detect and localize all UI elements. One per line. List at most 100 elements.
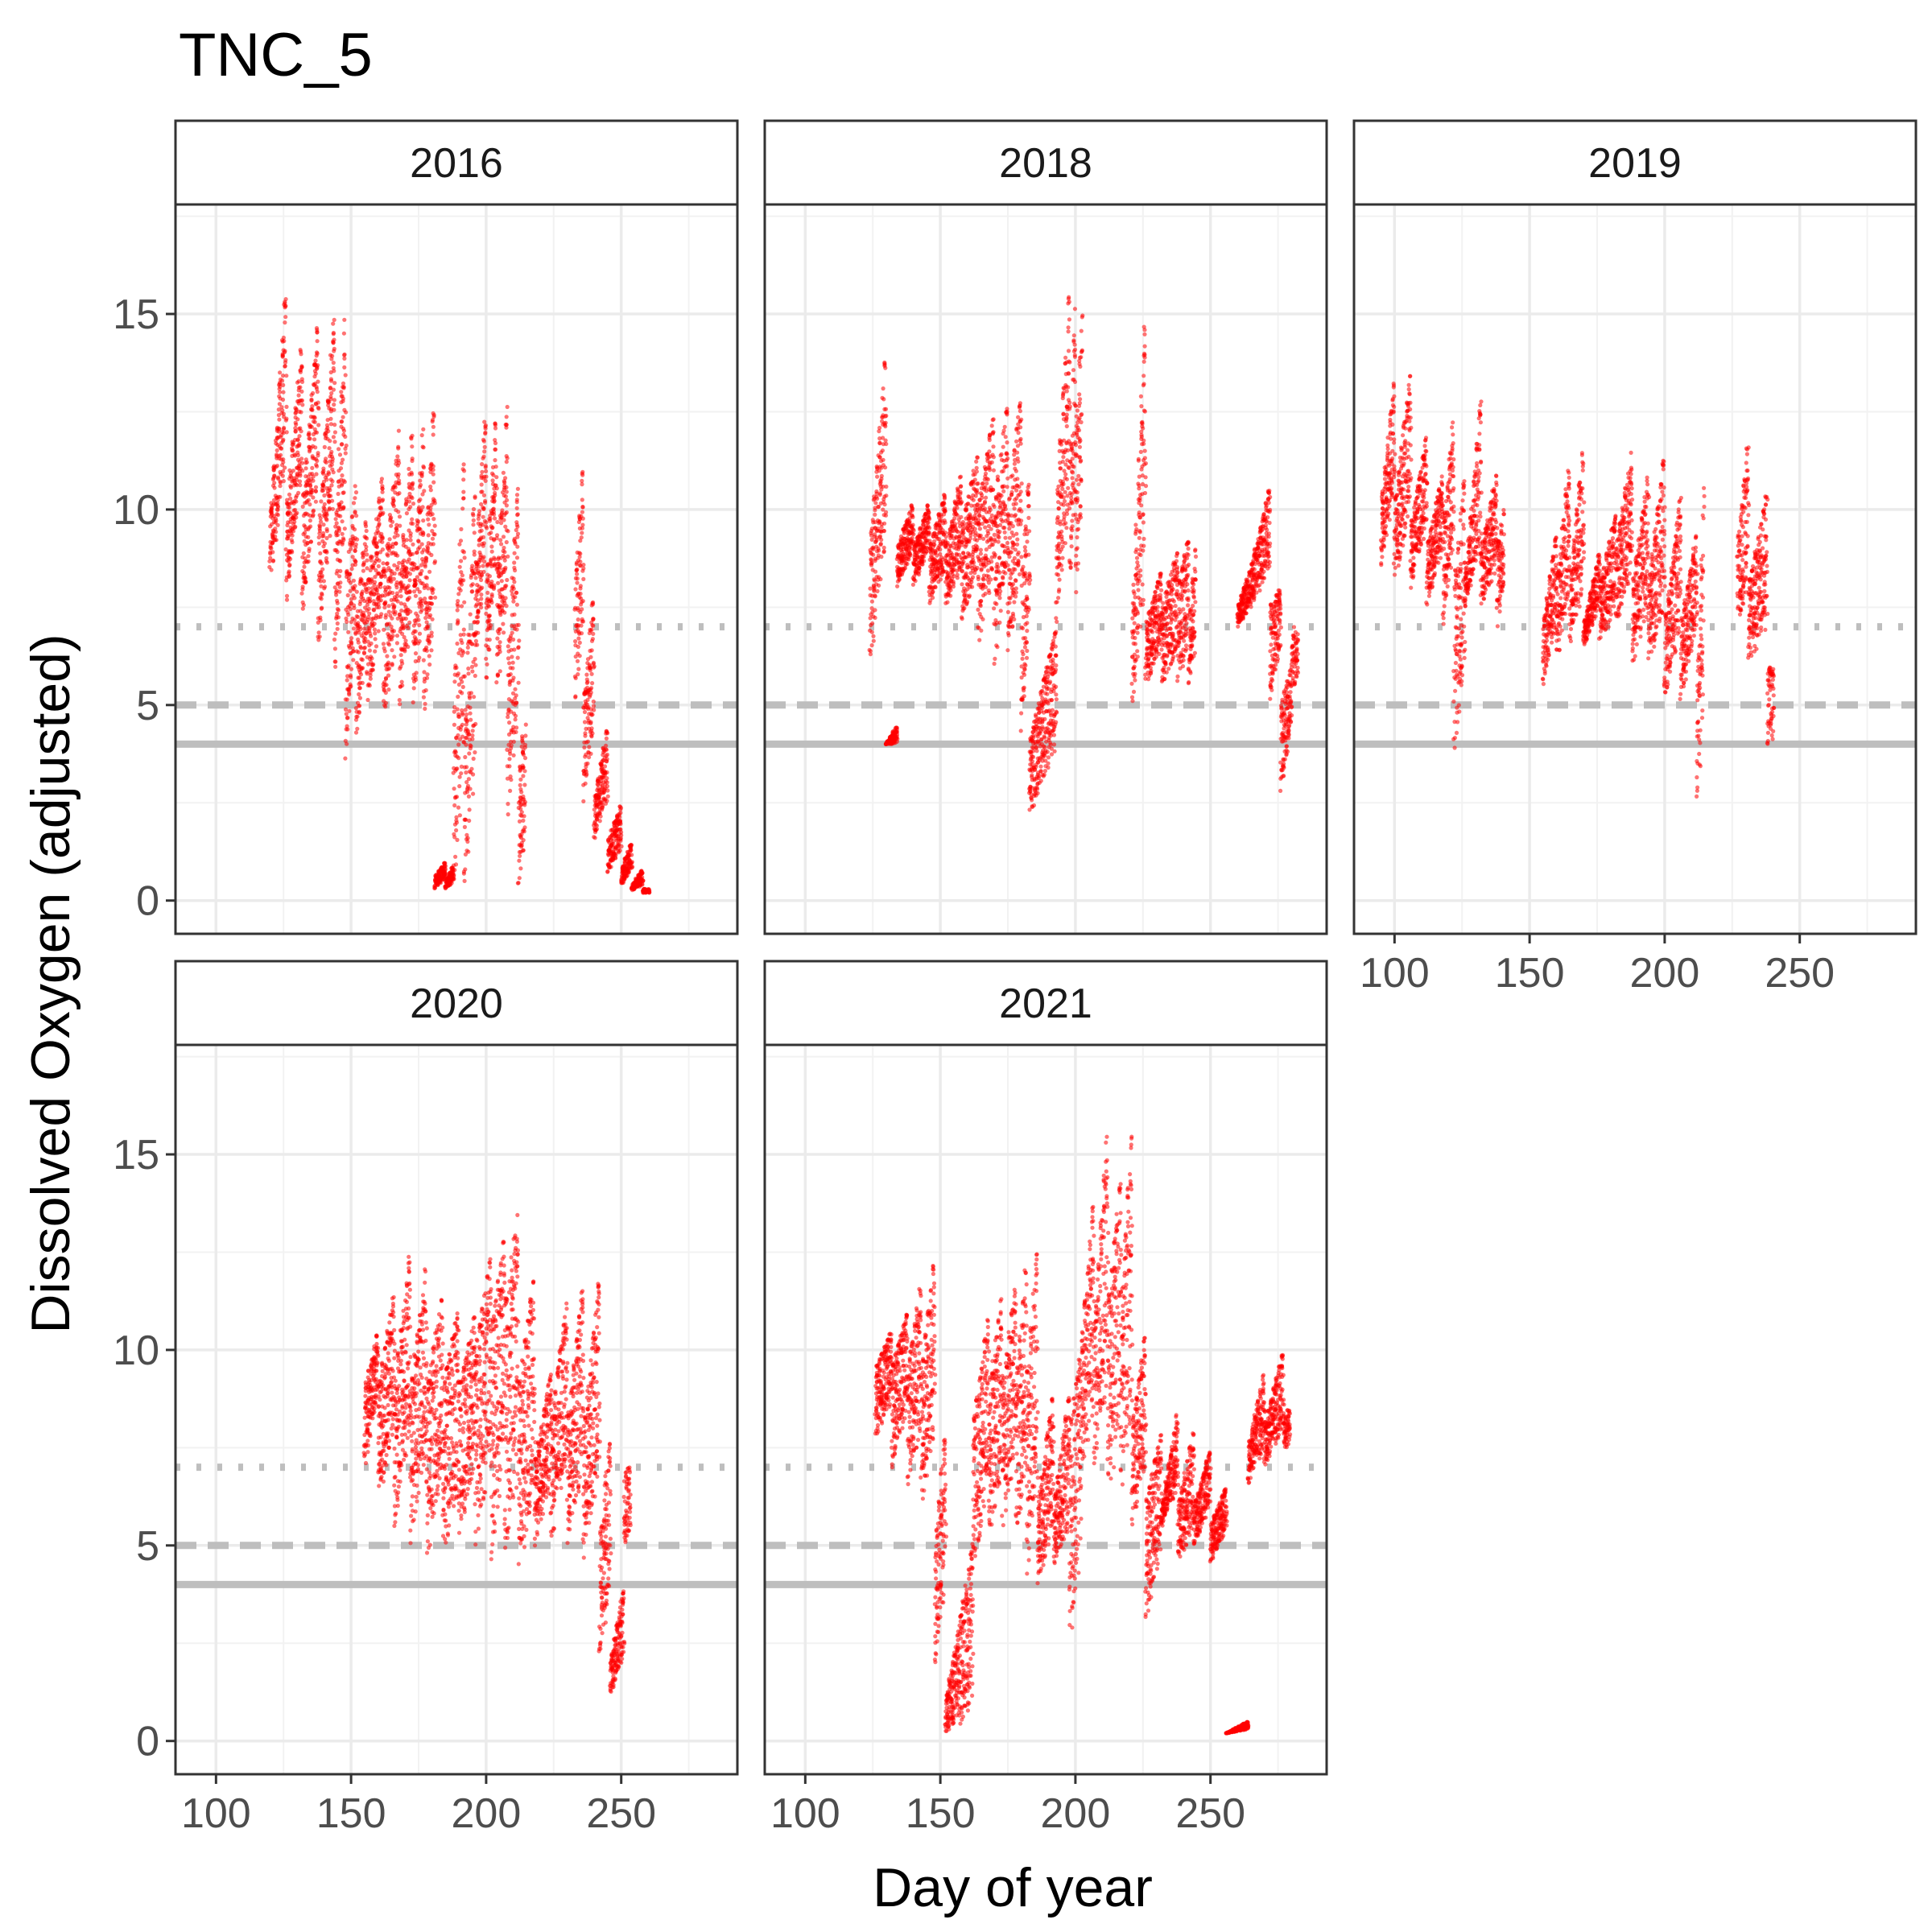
data-point [284,593,290,598]
data-point [579,623,584,628]
data-point [397,560,402,565]
data-point [507,661,512,666]
data-point [943,509,947,514]
data-point [497,650,502,654]
data-point [879,473,884,479]
data-point [338,559,343,564]
data-point [452,679,457,684]
data-point [328,397,333,402]
data-point [353,548,357,554]
data-point [481,493,487,497]
data-point [349,636,354,641]
data-point [899,572,905,577]
data-point [429,596,434,601]
data-point [287,468,292,473]
data-point [471,522,476,527]
data-point [364,528,369,534]
data-point [462,469,467,473]
data-point [421,427,426,431]
data-point [335,550,340,555]
data-point [322,493,327,498]
data-point [427,654,431,658]
data-point [493,426,498,431]
data-point [355,614,361,620]
data-point [507,720,512,725]
data-point [299,460,305,465]
data-point [958,474,964,479]
data-point [419,542,424,547]
data-point [971,497,976,502]
data-point [417,623,422,628]
data-point [324,560,329,565]
data-point [342,480,347,485]
data-point [321,522,326,527]
data-point [410,496,415,501]
data-point [408,505,413,510]
data-point [976,481,980,486]
data-point [427,522,431,527]
data-point [585,739,591,744]
data-point [873,501,878,506]
data-point [459,771,464,776]
data-point [414,581,419,586]
data-point [468,711,473,716]
data-point [295,483,299,488]
data-point [429,648,434,653]
data-point [481,454,486,459]
data-point [278,479,283,484]
data-point [980,617,985,621]
data-point [353,496,357,501]
data-point [875,496,880,502]
data-point [287,492,292,497]
data-point [417,639,422,644]
data-point [398,523,402,528]
data-point [499,579,504,584]
data-point [291,469,295,473]
data-point [502,610,507,615]
data-point [336,526,341,531]
data-point [580,504,585,510]
data-point [381,497,386,502]
data-point [580,530,584,535]
data-point [508,672,513,677]
data-point [332,585,337,590]
data-point [410,486,415,491]
data-point [392,604,397,609]
data-point [982,464,987,469]
data-point [394,585,399,590]
data-point [462,600,467,605]
data-point [881,545,886,551]
data-point [380,489,385,494]
data-point [487,647,492,652]
data-point [300,606,305,611]
data-point [272,485,277,490]
data-point [429,630,434,635]
data-point [295,417,300,422]
data-point [504,423,509,427]
data-point [519,790,524,795]
data-point [341,428,346,433]
data-point [945,600,950,605]
data-point [873,508,877,513]
data-point [981,536,986,541]
data-point [974,465,979,470]
data-point [454,818,459,823]
data-point [487,618,492,623]
data-point [318,551,323,555]
data-point [395,564,400,569]
data-point [978,533,983,538]
data-point [274,530,279,535]
data-point [456,742,461,747]
data-point [279,446,283,451]
data-point [324,477,329,482]
data-point [390,648,394,653]
data-point [521,838,526,843]
data-point [459,559,464,564]
data-point [295,452,300,458]
data-point [976,574,980,580]
data-point [279,452,283,457]
data-point [330,459,335,464]
data-point [336,615,341,620]
data-point [463,867,468,872]
